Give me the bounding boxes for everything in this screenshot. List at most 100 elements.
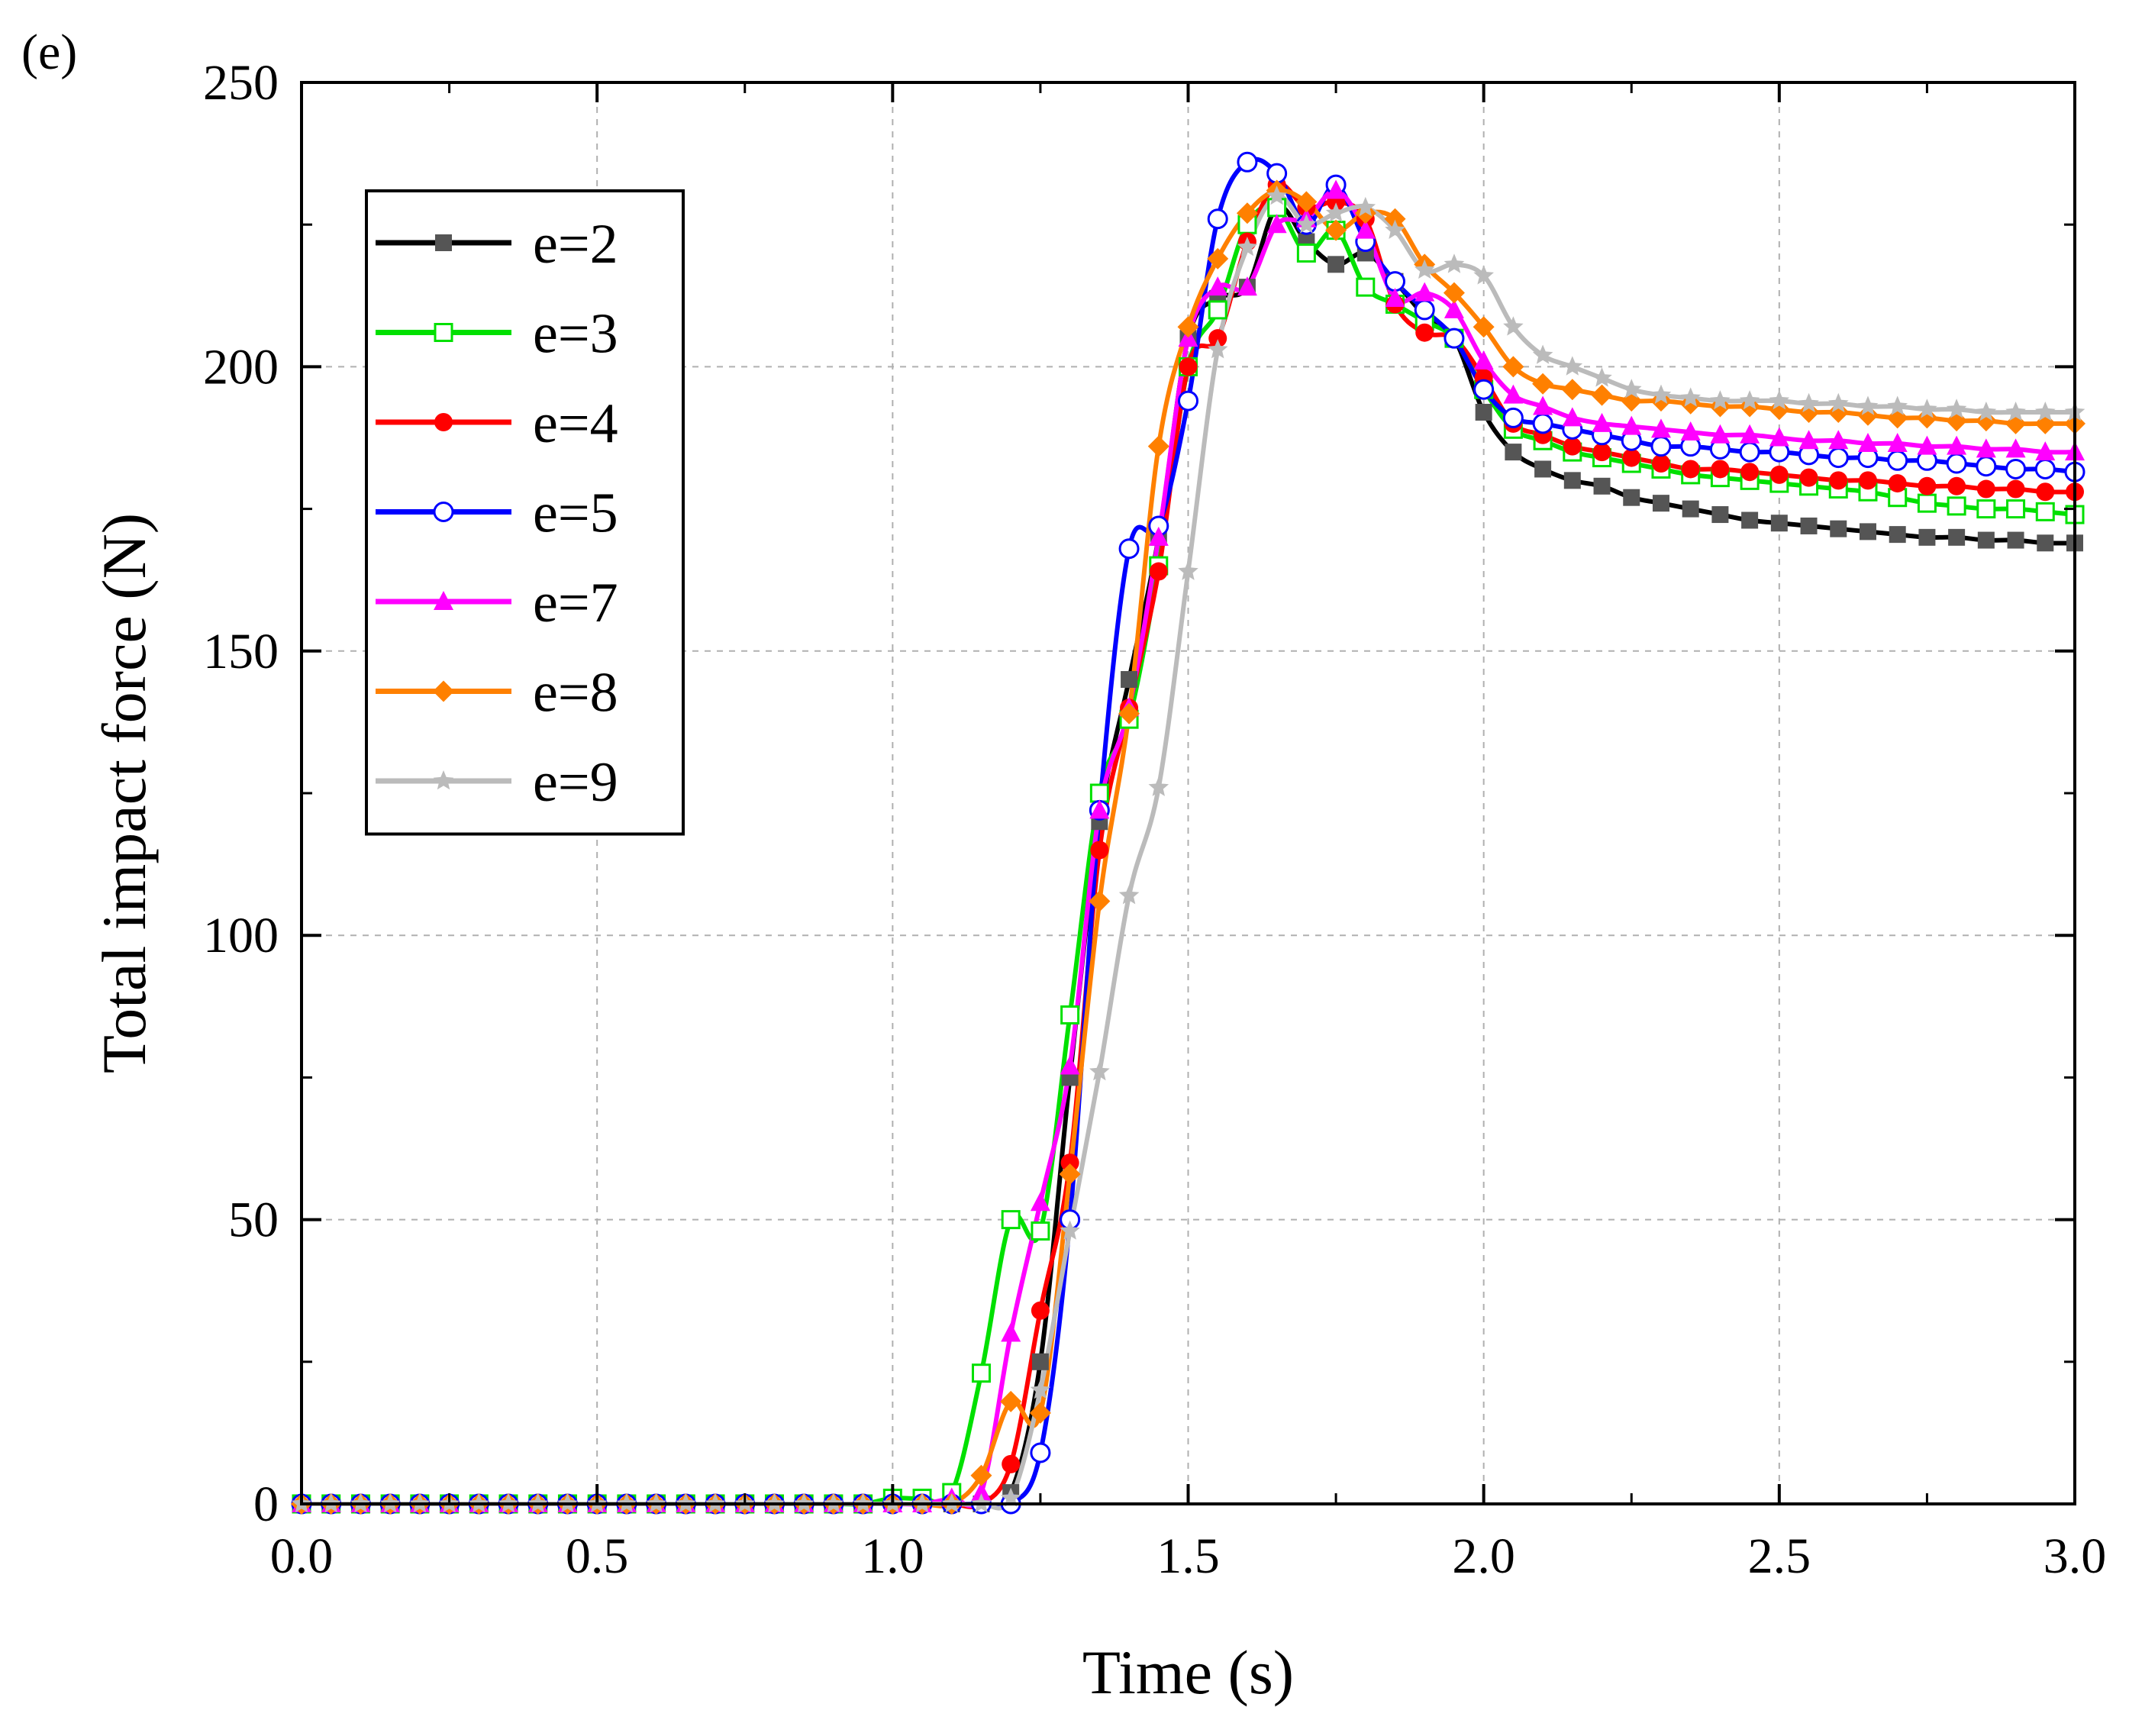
- legend-marker-e9: [433, 770, 454, 790]
- point-e9: [1946, 399, 1967, 418]
- point-e7: [971, 1482, 992, 1502]
- y-tick-label: 50: [228, 1192, 279, 1248]
- point-e9: [1769, 390, 1790, 410]
- point-e9: [1118, 885, 1140, 905]
- point-e9: [1385, 219, 1405, 239]
- point-e4: [1651, 454, 1670, 473]
- point-e8: [1029, 1402, 1051, 1424]
- legend-label-e8: e=8: [533, 662, 618, 724]
- point-e4: [1711, 460, 1730, 479]
- point-e4: [1592, 443, 1611, 462]
- y-tick-label: 150: [203, 624, 279, 679]
- point-e7: [1503, 384, 1524, 404]
- point-e8: [1118, 702, 1140, 724]
- point-e8: [1561, 379, 1583, 401]
- point-e3: [1976, 499, 1996, 519]
- point-e5: [1532, 413, 1553, 434]
- point-e9: [1000, 1487, 1021, 1507]
- point-e8: [1147, 435, 1169, 457]
- point-e7: [1650, 418, 1671, 438]
- point-e9: [1089, 1061, 1110, 1081]
- point-e7: [1592, 412, 1612, 432]
- point-e9: [1060, 1220, 1080, 1240]
- point-e7: [1740, 424, 1760, 444]
- point-e9: [1237, 237, 1258, 257]
- point-e2: [1121, 671, 1138, 689]
- point-e7: [1976, 438, 1996, 458]
- point-e3: [1917, 493, 1937, 513]
- x-tick-label: 0.0: [270, 1528, 334, 1584]
- point-e9: [1592, 367, 1612, 387]
- point-e7: [1001, 1322, 1021, 1342]
- point-e3: [2035, 502, 2055, 521]
- legend-label-e5: e=5: [533, 482, 618, 545]
- point-e2: [1948, 528, 1966, 546]
- point-e7: [1798, 430, 1819, 450]
- point-e4: [1947, 476, 1966, 495]
- x-tick-label: 1.0: [861, 1528, 924, 1584]
- legend-label-e9: e=9: [533, 751, 618, 814]
- point-e7: [1089, 799, 1110, 819]
- point-e2: [1652, 495, 1669, 512]
- point-e9: [2005, 402, 2026, 421]
- point-e8: [1975, 410, 1997, 432]
- point-e8: [1325, 219, 1347, 241]
- point-e5: [1444, 328, 1465, 349]
- point-e5: [2034, 458, 2056, 479]
- x-tick-label: 2.0: [1452, 1528, 1515, 1584]
- legend-label-e3: e=3: [533, 303, 618, 366]
- point-e7: [2005, 438, 2026, 458]
- point-e2: [2037, 534, 2054, 552]
- point-e2: [1770, 515, 1788, 532]
- point-e8: [1532, 373, 1554, 395]
- point-e2: [1505, 444, 1522, 461]
- legend-marker-e7: [434, 591, 453, 610]
- y-tick-label: 250: [203, 55, 279, 111]
- point-e9: [1444, 253, 1465, 273]
- point-e7: [1621, 415, 1642, 435]
- point-e4: [2036, 482, 2055, 502]
- point-e7: [1060, 1055, 1080, 1075]
- point-e9: [1739, 390, 1760, 410]
- point-e4: [1060, 1154, 1079, 1173]
- point-e2: [1682, 500, 1699, 518]
- legend-marker-e3: [434, 323, 453, 342]
- point-e5: [1030, 1442, 1051, 1463]
- point-e3: [1267, 198, 1287, 218]
- point-e4: [1415, 323, 1434, 342]
- point-e7: [1148, 526, 1169, 546]
- point-e8: [1177, 316, 1199, 338]
- point-e7: [1917, 435, 1937, 455]
- point-e3: [1208, 300, 1227, 320]
- point-e2: [1918, 528, 1936, 546]
- point-e9: [1207, 339, 1228, 359]
- point-e5: [1473, 379, 1495, 400]
- point-e2: [1593, 477, 1611, 495]
- point-e4: [1179, 357, 1198, 376]
- panel-label: (e): [21, 24, 77, 80]
- point-e3: [1089, 783, 1109, 803]
- point-e8: [970, 1464, 992, 1486]
- point-e5: [1650, 436, 1672, 457]
- point-e2: [1741, 511, 1759, 529]
- point-e4: [1090, 841, 1109, 860]
- point-e8: [1591, 384, 1613, 406]
- point-e8: [1384, 208, 1406, 230]
- point-e9: [1178, 560, 1198, 580]
- point-e7: [1414, 282, 1435, 302]
- point-e9: [1266, 186, 1287, 205]
- point-e5: [1739, 441, 1760, 463]
- point-e4: [1888, 474, 1907, 493]
- point-e9: [1650, 384, 1672, 404]
- point-e9: [1828, 392, 1849, 413]
- point-e7: [1947, 435, 1967, 455]
- point-e7: [1237, 276, 1257, 296]
- point-e9: [1473, 265, 1494, 285]
- point-e4: [1563, 437, 1582, 456]
- point-e9: [1562, 356, 1583, 376]
- point-e8: [1443, 282, 1465, 304]
- point-e7: [1562, 407, 1582, 427]
- x-axis-label: Time (s): [1082, 1638, 1294, 1707]
- point-e9: [1887, 395, 1908, 415]
